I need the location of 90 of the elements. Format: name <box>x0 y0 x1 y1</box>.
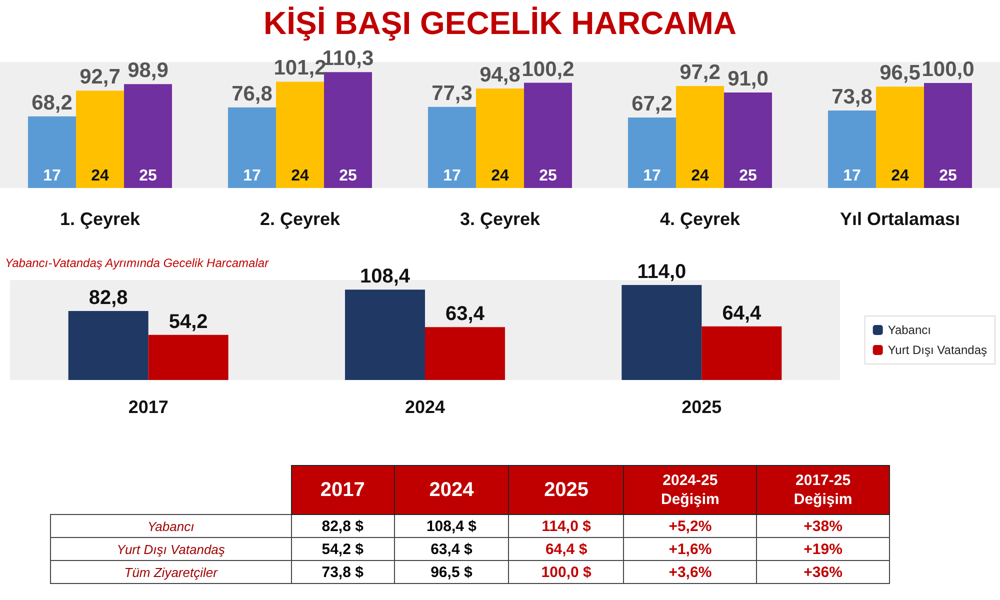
bar <box>828 110 876 188</box>
bar <box>148 334 228 380</box>
text: +1,6% <box>668 540 712 558</box>
x-tick-label: 3. Çeyrek <box>460 209 542 229</box>
text: 82,8 $ <box>322 518 364 534</box>
chart-title: Yabancı-Vatandaş Ayrımında Gecelik Harcamalar <box>5 256 270 270</box>
legend-label: Yabancı <box>888 323 931 337</box>
category-label: 2024 <box>394 466 509 514</box>
text: 24 <box>491 168 509 184</box>
bar <box>876 86 924 188</box>
category-label: Tüm Ziyaretçiler <box>124 564 218 580</box>
data-label: 76,8 <box>232 82 273 106</box>
data-label: 114,0 <box>637 261 686 283</box>
data-label: 68,2 <box>32 91 72 114</box>
text: 54,2 $ <box>322 540 364 558</box>
text: 17 <box>643 168 661 184</box>
text: 25 <box>339 168 357 184</box>
text: +3,6% <box>668 564 712 580</box>
text: 114,0 $ <box>542 518 591 534</box>
text: 100,0 $ <box>541 564 592 580</box>
data-label: 92,7 <box>80 66 120 89</box>
bar <box>425 327 505 380</box>
text: 25 <box>539 168 557 184</box>
text: +19% <box>804 540 842 558</box>
data-label: 77,3 <box>432 82 472 105</box>
legend-label: Yurt Dışı Vatandaş <box>888 343 988 357</box>
data-label: 82,8 <box>88 287 128 309</box>
x-tick-label: 2017 <box>128 397 168 417</box>
bar <box>628 117 676 188</box>
text: 17 <box>443 168 461 184</box>
text: +36% <box>804 564 842 580</box>
text: 25 <box>739 168 757 184</box>
bar <box>428 106 476 188</box>
series-label: 25 <box>139 168 157 184</box>
bar <box>276 82 324 188</box>
bar <box>76 90 124 188</box>
x-tick-label: 2. Çeyrek <box>260 209 342 229</box>
category-label: Yurt Dışı Vatandaş <box>116 542 225 556</box>
x-tick-label: 1. Çeyrek <box>60 209 142 229</box>
text: 64,4 $ <box>545 540 588 558</box>
text: 17 <box>243 168 261 184</box>
text: 24 <box>291 168 309 184</box>
text: 24 <box>891 168 909 184</box>
series-label: 24 <box>91 168 109 184</box>
series-label: 17 <box>43 168 61 184</box>
category-label: 2024-25 Değişim <box>624 466 757 514</box>
data-label: 63,4 <box>446 303 486 326</box>
bar <box>622 285 702 380</box>
category-label: 2017-25 Değişim <box>756 466 890 514</box>
data-label: 98,9 <box>128 59 168 82</box>
category-label: Yabancı <box>147 518 194 534</box>
data-label: 96,5 <box>880 62 921 85</box>
bar <box>476 88 524 188</box>
bar <box>68 311 148 380</box>
text: 63,4 $ <box>430 540 472 558</box>
bar <box>924 83 972 188</box>
data-label: 54,2 <box>168 310 208 333</box>
bar <box>676 86 724 188</box>
data-label: 100,0 <box>922 58 974 81</box>
bar <box>228 107 276 188</box>
x-tick-label: Yıl Ortalaması <box>840 209 960 229</box>
x-tick-label: 2024 <box>404 397 446 417</box>
data-label: 100,2 <box>522 58 574 81</box>
data-label: 108,4 <box>360 266 411 288</box>
bar <box>124 84 172 188</box>
bar <box>524 82 572 188</box>
x-tick-label: 2025 <box>682 397 722 417</box>
data-label: 67,2 <box>632 92 672 116</box>
data-label: 64,4 <box>722 302 762 324</box>
text: 17 <box>843 168 861 184</box>
chart-title: KİŞİ BAŞI GECELİK HARCAMA <box>264 5 736 41</box>
text: +38% <box>804 518 842 534</box>
bar <box>324 72 372 188</box>
text: 73,8 $ <box>322 564 364 580</box>
category-label: 2017 <box>291 466 394 514</box>
data-label: 91,0 <box>728 67 768 90</box>
text: +5,2% <box>668 518 712 534</box>
bar <box>345 290 425 380</box>
bar <box>724 92 772 188</box>
text: 24 <box>691 168 709 184</box>
x-tick-label: 4. Çeyrek <box>660 209 742 229</box>
data-label: 97,2 <box>680 60 720 84</box>
text: 108,4 $ <box>426 518 476 534</box>
data-label: 94,8 <box>480 63 521 86</box>
bar <box>28 116 76 188</box>
bar <box>702 326 782 380</box>
data-label: 73,8 <box>832 86 873 109</box>
text: 25 <box>939 168 957 184</box>
text: 96,5 $ <box>430 564 472 580</box>
category-label: 2025 <box>508 466 624 514</box>
